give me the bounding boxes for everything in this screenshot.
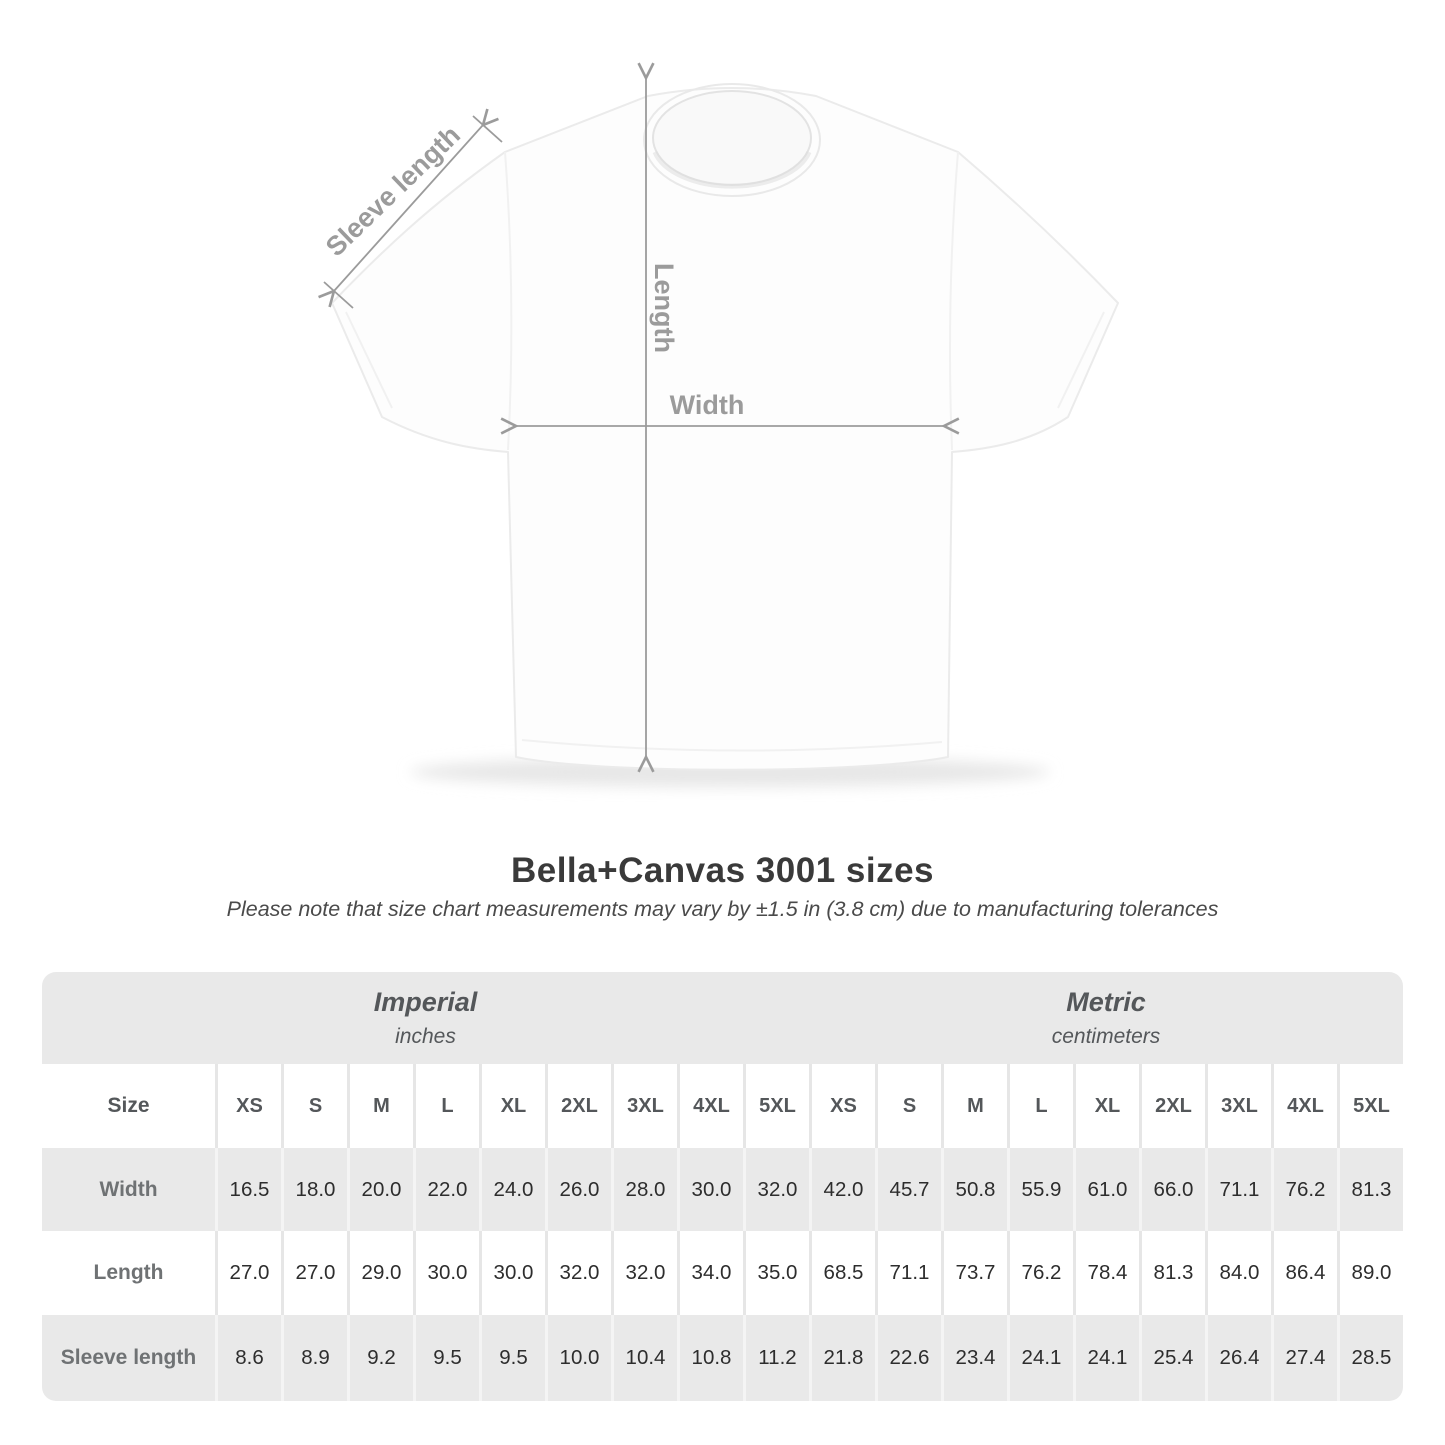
value-cell: 8.6: [215, 1315, 281, 1401]
value-cell: 8.9: [281, 1315, 347, 1401]
imperial-title: Imperial: [373, 987, 478, 1017]
value-cell: 81.3: [1139, 1231, 1205, 1315]
value-cell: 89.0: [1337, 1231, 1403, 1315]
value-cell: 66.0: [1139, 1148, 1205, 1231]
value-cell: 73.7: [941, 1231, 1007, 1315]
page-title: Bella+Canvas 3001 sizes: [510, 851, 935, 890]
size-col-header: S: [281, 1064, 347, 1148]
size-col-header: M: [347, 1064, 413, 1148]
value-cell: 71.1: [1205, 1148, 1271, 1231]
width-label: Width: [670, 390, 745, 420]
value-cell: 10.4: [611, 1315, 677, 1401]
value-cell: 24.1: [1007, 1315, 1073, 1401]
value-cell: 45.7: [875, 1148, 941, 1231]
row-label: Length: [93, 1261, 164, 1284]
size-col-header: L: [1007, 1064, 1073, 1148]
value-cell: 32.0: [545, 1231, 611, 1315]
metric-title: Metric: [1066, 987, 1146, 1017]
sleeve-length-row: Sleeve length 8.6 8.9 9.2 9.5 9.5 10.0 1…: [42, 1315, 1403, 1401]
size-col-header: L: [413, 1064, 479, 1148]
metric-subtitle: centimeters: [1051, 1025, 1161, 1048]
size-col-header: XL: [1073, 1064, 1139, 1148]
tolerance-note: Please note that size chart measurements…: [226, 897, 1219, 921]
unit-header-band: Imperial inches Metric centimeters: [42, 972, 1403, 1064]
value-cell: 78.4: [1073, 1231, 1139, 1315]
length-row: Length 27.0 27.0 29.0 30.0 30.0 32.0 32.…: [42, 1231, 1403, 1315]
imperial-subtitle: inches: [395, 1025, 456, 1048]
value-cell: 21.8: [809, 1315, 875, 1401]
value-cell: 71.1: [875, 1231, 941, 1315]
value-cell: 34.0: [677, 1231, 743, 1315]
value-cell: 50.8: [941, 1148, 1007, 1231]
size-col-header: M: [941, 1064, 1007, 1148]
imperial-unit-group: Imperial inches: [42, 972, 809, 1064]
size-col-header: 5XL: [1337, 1064, 1403, 1148]
value-cell: 22.6: [875, 1315, 941, 1401]
value-cell: 30.0: [677, 1148, 743, 1231]
size-col-header: XL: [479, 1064, 545, 1148]
value-cell: 30.0: [413, 1231, 479, 1315]
sleeve-length-arrow: [318, 108, 503, 309]
value-cell: 24.0: [479, 1148, 545, 1231]
value-cell: 9.5: [479, 1315, 545, 1401]
size-col-header: XS: [215, 1064, 281, 1148]
value-cell: 76.2: [1271, 1148, 1337, 1231]
width-row: Width 16.5 18.0 20.0 22.0 24.0 26.0 28.0…: [42, 1148, 1403, 1231]
value-cell: 26.4: [1205, 1315, 1271, 1401]
length-label: Length: [649, 263, 679, 353]
size-row-label: Size: [107, 1094, 150, 1117]
value-cell: 18.0: [281, 1148, 347, 1231]
row-label: Width: [99, 1177, 158, 1201]
value-cell: 28.0: [611, 1148, 677, 1231]
value-cell: 27.0: [281, 1231, 347, 1315]
value-cell: 76.2: [1007, 1231, 1073, 1315]
value-cell: 9.2: [347, 1315, 413, 1401]
size-col-header: S: [875, 1064, 941, 1148]
value-cell: 55.9: [1007, 1148, 1073, 1231]
value-cell: 22.0: [413, 1148, 479, 1231]
value-cell: 35.0: [743, 1231, 809, 1315]
size-col-header: 2XL: [1139, 1064, 1205, 1148]
size-table: Imperial inches Metric centimeters Size …: [42, 972, 1403, 1401]
value-cell: 24.1: [1073, 1315, 1139, 1401]
value-cell: 81.3: [1337, 1148, 1403, 1231]
size-col-header: 5XL: [743, 1064, 809, 1148]
size-col-header: 2XL: [545, 1064, 611, 1148]
value-cell: 30.0: [479, 1231, 545, 1315]
value-cell: 10.8: [677, 1315, 743, 1401]
value-cell: 25.4: [1139, 1315, 1205, 1401]
value-cell: 32.0: [611, 1231, 677, 1315]
value-cell: 84.0: [1205, 1231, 1271, 1315]
row-label: Sleeve length: [60, 1346, 197, 1369]
value-cell: 42.0: [809, 1148, 875, 1231]
tshirt-measurement-diagram: Sleeve length Length Width: [318, 62, 1119, 787]
size-header-row: Size XS S M L XL 2XL 3XL 4XL 5XL XS S M …: [42, 1064, 1403, 1148]
value-cell: 27.0: [215, 1231, 281, 1315]
size-col-header: 3XL: [611, 1064, 677, 1148]
value-cell: 86.4: [1271, 1231, 1337, 1315]
value-cell: 20.0: [347, 1148, 413, 1231]
value-cell: 9.5: [413, 1315, 479, 1401]
value-cell: 27.4: [1271, 1315, 1337, 1401]
value-cell: 10.0: [545, 1315, 611, 1401]
value-cell: 32.0: [743, 1148, 809, 1231]
value-cell: 16.5: [215, 1148, 281, 1231]
value-cell: 68.5: [809, 1231, 875, 1315]
value-cell: 23.4: [941, 1315, 1007, 1401]
size-col-header: 3XL: [1205, 1064, 1271, 1148]
value-cell: 29.0: [347, 1231, 413, 1315]
size-col-header: 4XL: [1271, 1064, 1337, 1148]
value-cell: 26.0: [545, 1148, 611, 1231]
value-cell: 61.0: [1073, 1148, 1139, 1231]
metric-unit-group: Metric centimeters: [809, 972, 1403, 1064]
value-cell: 11.2: [743, 1315, 809, 1401]
value-cell: 28.5: [1337, 1315, 1403, 1401]
size-col-header: XS: [809, 1064, 875, 1148]
size-col-header: 4XL: [677, 1064, 743, 1148]
